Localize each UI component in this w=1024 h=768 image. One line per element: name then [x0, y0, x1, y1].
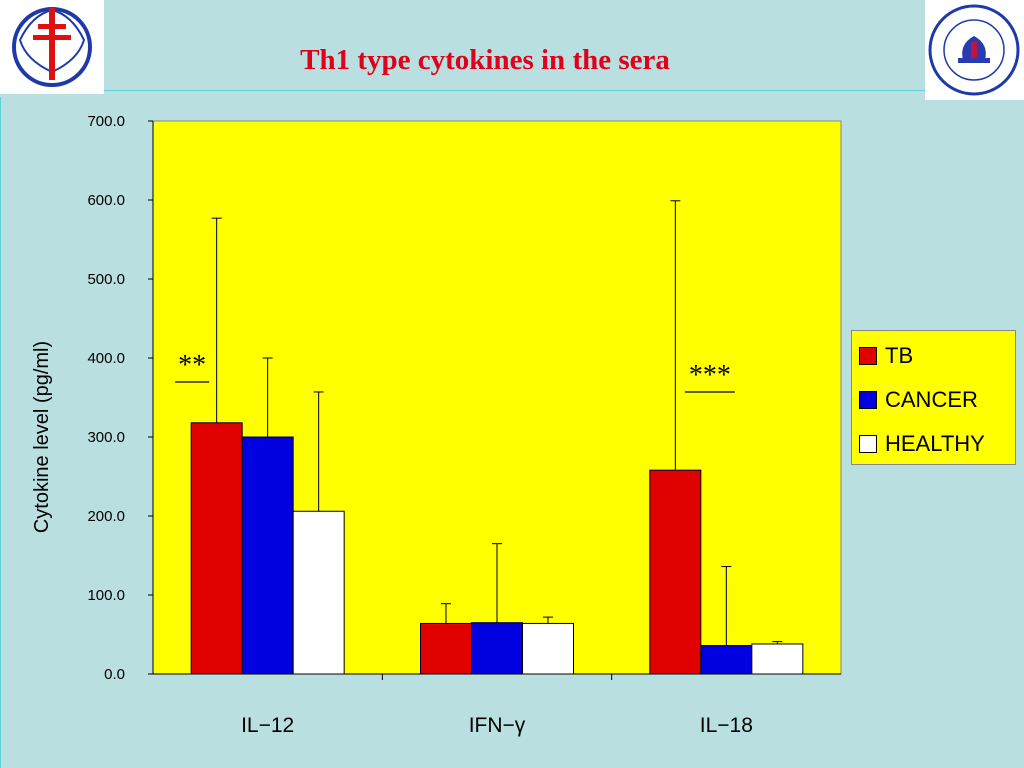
bar-healthy	[751, 643, 804, 675]
y-tick-label: 400.0	[87, 350, 125, 367]
legend-item-cancer: CANCER	[859, 385, 978, 415]
bar-tb	[649, 469, 702, 675]
x-category-label: IL−12	[241, 714, 294, 737]
bar-healthy	[292, 510, 345, 675]
y-tick-label: 700.0	[87, 113, 125, 130]
legend-label-cancer: CANCER	[885, 387, 978, 412]
left-border	[0, 97, 1, 768]
slide-title: Th1 type cytokines in the sera	[300, 44, 670, 76]
y-tick-label: 600.0	[87, 192, 125, 209]
y-tick-label: 0.0	[104, 666, 125, 683]
x-category-label: IL−18	[700, 714, 753, 737]
y-tick-label: 500.0	[87, 271, 125, 288]
bar-tb	[190, 422, 243, 675]
y-tick-label: 300.0	[87, 429, 125, 446]
significance-marker: **	[178, 350, 206, 381]
significance-marker: ***	[689, 360, 731, 391]
right-logo	[925, 0, 1024, 100]
bar-healthy	[522, 622, 574, 675]
y-tick-label: 100.0	[87, 587, 125, 604]
bar-cancer	[700, 645, 753, 675]
legend-item-healthy: HEALTHY	[859, 429, 985, 459]
legend-swatch-cancer	[859, 391, 877, 409]
bar-tb	[420, 622, 472, 675]
x-category-label: IFN−γ	[469, 714, 526, 737]
legend-label-tb: TB	[885, 343, 914, 368]
y-axis-label: Cytokine level (pg/ml)	[31, 341, 53, 533]
top-divider	[104, 90, 926, 91]
left-logo	[0, 0, 104, 94]
legend-swatch-tb	[859, 347, 877, 365]
legend-swatch-healthy	[859, 435, 877, 453]
legend-label-healthy: HEALTHY	[885, 431, 985, 456]
legend-item-tb: TB	[859, 341, 913, 371]
chart-legend: TB CANCER HEALTHY	[851, 330, 1016, 465]
bar-cancer	[241, 436, 294, 675]
kyoto-university-seal-icon	[928, 4, 1020, 96]
y-tick-label: 200.0	[87, 508, 125, 525]
double-cross-emblem-icon	[12, 7, 92, 87]
bar-cancer	[471, 622, 523, 675]
